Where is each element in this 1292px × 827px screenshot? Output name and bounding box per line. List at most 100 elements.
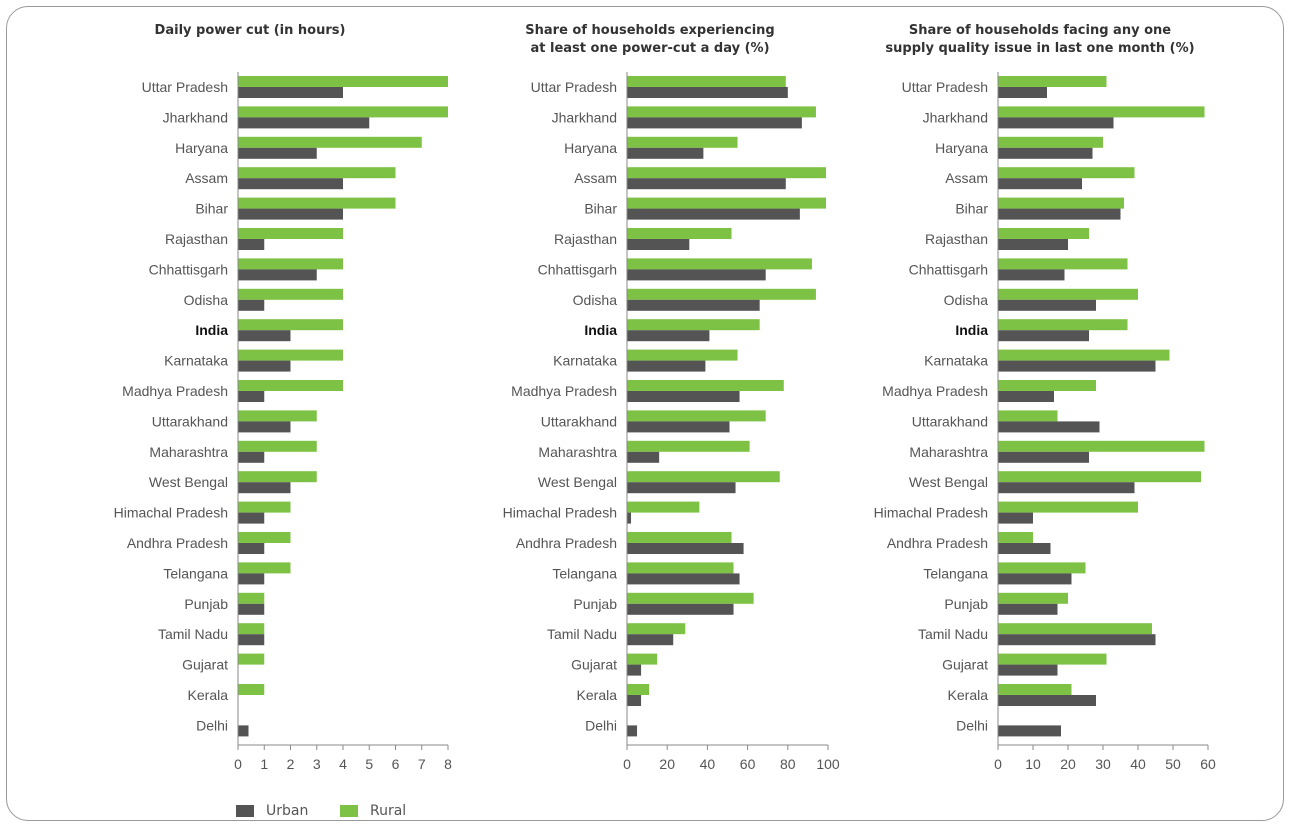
bar-rural [998,228,1089,239]
bar-rural [998,349,1170,361]
bar-urban [627,117,802,129]
bar-urban [627,725,638,737]
bar-urban [238,360,291,372]
category-label: Kerala [577,687,618,703]
bar-urban [998,421,1100,433]
legend-rural: Rural [340,803,406,819]
category-label: Karnataka [164,353,228,369]
legend-urban: Urban [236,803,308,819]
x-tick-label: 0 [623,756,631,772]
category-label: Madhya Pradesh [882,383,988,399]
category-label: Madhya Pradesh [511,383,617,399]
bar-urban [238,451,265,463]
bar-rural [238,106,448,118]
category-label: Madhya Pradesh [122,383,228,399]
category-label: Uttar Pradesh [902,79,988,95]
x-tick-label: 60 [740,756,756,772]
bar-rural [627,532,732,543]
bar-urban [238,87,343,98]
category-label: Uttar Pradesh [142,79,228,95]
bar-rural [627,258,812,270]
x-tick-label: 0 [234,756,242,772]
bar-rural [238,197,396,209]
bar-rural [238,532,291,543]
bar-rural [998,197,1124,209]
bar-rural [998,136,1103,148]
category-label: Jharkhand [163,109,228,125]
category-label: Karnataka [553,353,617,369]
bar-urban [627,208,800,220]
bar-urban [238,178,343,190]
panel-title-1: Daily power cut (in hours) [154,23,346,38]
bar-urban [998,482,1135,494]
x-tick-label: 6 [392,756,400,772]
category-label: Punjab [184,596,228,612]
bar-urban [238,482,291,494]
category-label: Haryana [935,140,988,156]
category-label: Punjab [944,596,988,612]
bar-urban [998,603,1058,615]
bar-rural [627,349,738,361]
category-label: Karnataka [924,353,988,369]
bar-urban [998,573,1072,585]
category-label: Chhattisgarh [909,261,988,277]
category-label: Odisha [184,292,229,308]
bar-urban [627,634,674,646]
bar-rural [998,258,1128,270]
category-label: Assam [945,170,988,186]
x-tick-label: 40 [1130,756,1146,772]
bar-urban [238,147,317,159]
legend-rural-label: Rural [370,803,407,819]
bar-urban [998,634,1156,646]
bar-urban [238,543,265,554]
bar-urban [238,603,265,615]
bar-rural [238,349,343,361]
bar-rural [238,440,317,452]
x-tick-label: 7 [418,756,426,772]
x-tick-label: 20 [659,756,675,772]
bar-urban [627,451,660,463]
category-label: Assam [574,170,617,186]
x-tick-label: 50 [1165,756,1181,772]
category-label: Himachal Pradesh [114,505,228,521]
bar-rural [238,684,265,695]
bar-rural [238,228,343,239]
bar-rural [627,623,686,635]
category-label: Andhra Pradesh [887,535,988,551]
bar-urban [627,360,706,372]
legend-urban-label: Urban [266,803,309,819]
bar-urban [998,147,1093,159]
category-label: Delhi [196,717,228,733]
bar-urban [998,208,1121,220]
bar-urban [627,512,632,524]
category-label: Gujarat [942,657,988,673]
bar-urban [238,239,265,250]
bar-urban [627,573,740,585]
bar-rural [238,167,396,179]
bar-rural [238,410,317,422]
bar-rural [627,653,658,665]
bar-rural [627,471,780,483]
bar-rural [998,471,1201,483]
category-label: Odisha [573,292,618,308]
category-label: Maharashtra [909,444,988,460]
x-tick-label: 1 [260,756,268,772]
category-label: Chhattisgarh [149,261,228,277]
bar-urban [238,512,265,524]
category-label: Maharashtra [538,444,617,460]
category-label: West Bengal [538,474,617,490]
x-tick-label: 5 [365,756,373,772]
x-tick-label: 4 [339,756,347,772]
category-label: Maharashtra [149,444,228,460]
bar-urban [627,178,786,190]
category-label: West Bengal [149,474,228,490]
category-label: Uttarakhand [541,413,617,429]
category-label: Andhra Pradesh [127,535,228,551]
bar-rural [627,684,650,695]
bar-urban [627,664,642,676]
bar-rural [238,592,265,604]
x-tick-label: 10 [1025,756,1041,772]
category-label: Gujarat [571,657,617,673]
category-label: India [955,322,988,338]
bar-rural [627,197,826,209]
